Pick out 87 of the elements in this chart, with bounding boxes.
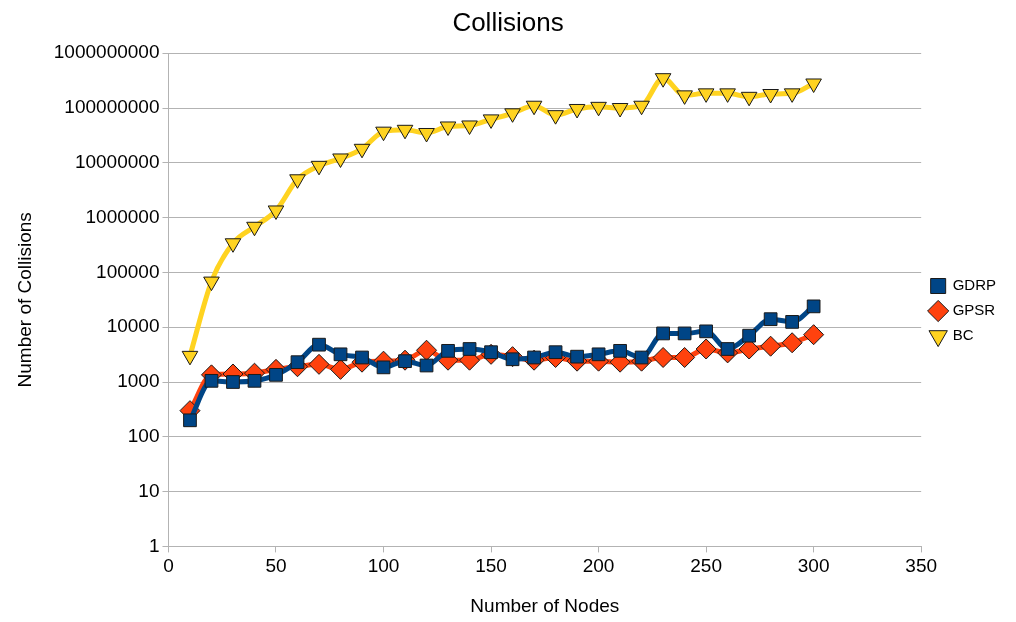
chart-title: Collisions [452, 6, 564, 37]
x-tick-label: 350 [905, 555, 938, 577]
point [525, 100, 543, 116]
point [674, 347, 696, 368]
y-tick-label: 10000 [106, 315, 160, 337]
y-tick-label: 100 [127, 425, 160, 447]
point [740, 91, 758, 107]
point [676, 90, 693, 105]
point [246, 221, 263, 237]
point [783, 88, 801, 103]
y-tick-label: 10000000 [74, 151, 160, 173]
x-tick-label: 0 [163, 555, 174, 577]
point [677, 326, 692, 341]
point [803, 324, 825, 346]
point [781, 332, 803, 354]
point [312, 337, 326, 352]
point [332, 153, 349, 168]
x-axis-title: Number of Nodes [470, 594, 620, 616]
point [742, 328, 756, 343]
x-tick-label: 250 [690, 555, 722, 577]
point [785, 315, 799, 329]
legend-label: GPSR [952, 301, 996, 319]
point [720, 342, 735, 356]
y-tick-label: 10 [138, 479, 160, 501]
point [333, 347, 348, 362]
point [247, 373, 262, 388]
x-tick-label: 150 [475, 555, 507, 577]
point [226, 375, 240, 389]
point [290, 355, 305, 370]
point [695, 338, 717, 360]
point [719, 88, 736, 103]
point [570, 349, 584, 364]
y-axis-title: Number of Collisions [13, 212, 35, 388]
point [355, 350, 369, 365]
point [418, 127, 435, 143]
x-tick-label: 300 [797, 555, 830, 577]
point [613, 344, 627, 358]
point [462, 342, 477, 356]
point [806, 299, 821, 314]
y-tick-label: 1000000 [85, 205, 160, 227]
point [310, 160, 328, 176]
x-tick-label: 50 [265, 555, 287, 577]
point [439, 121, 457, 136]
point [547, 110, 564, 125]
point [308, 353, 330, 375]
point [805, 78, 822, 93]
point [224, 238, 242, 253]
point [396, 124, 414, 140]
point [504, 108, 521, 123]
point [204, 373, 219, 388]
y-tick-label: 1000000000 [53, 41, 160, 63]
point [568, 103, 586, 119]
point [633, 100, 650, 116]
y-tick-label: 100000000 [64, 96, 160, 118]
point [461, 120, 478, 135]
point [375, 126, 392, 142]
point [482, 114, 500, 129]
point [416, 339, 438, 361]
point [654, 73, 672, 88]
point [441, 344, 455, 358]
point [353, 143, 371, 159]
point [591, 347, 606, 362]
point [763, 312, 778, 327]
point [419, 358, 434, 373]
point [203, 276, 220, 292]
point [652, 347, 674, 368]
point [289, 174, 306, 189]
x-tick-label: 200 [582, 555, 615, 577]
point [611, 103, 629, 118]
point [699, 324, 713, 339]
point [548, 345, 563, 360]
point [697, 88, 715, 103]
legend-label: BC [952, 326, 974, 344]
point [656, 326, 670, 341]
y-tick-label: 1 [148, 534, 160, 556]
y-tick-label: 1000 [117, 370, 160, 392]
point [269, 367, 283, 382]
point [183, 413, 197, 428]
point [267, 205, 285, 220]
point [330, 358, 352, 380]
x-tick-label: 100 [367, 555, 400, 577]
point [376, 360, 391, 375]
y-tick-label: 100000 [96, 260, 160, 282]
legend-label: GDRP [952, 276, 997, 294]
point [760, 335, 782, 357]
point [762, 89, 779, 104]
point [590, 101, 607, 117]
